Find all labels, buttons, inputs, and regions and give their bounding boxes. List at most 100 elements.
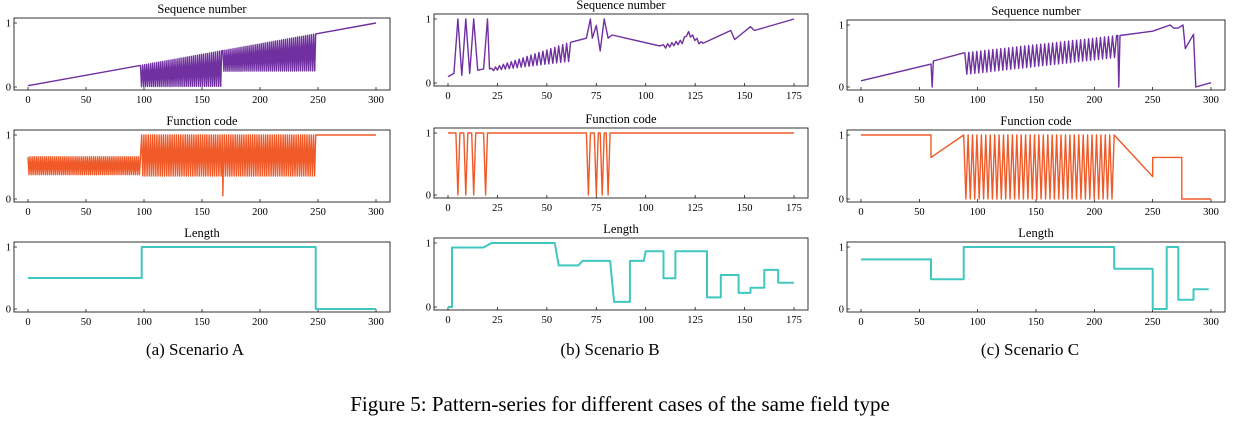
x-tick-label: 175 — [786, 315, 802, 326]
x-tick-label: 150 — [1028, 207, 1044, 218]
subplot-title: Sequence number — [991, 4, 1081, 18]
x-tick-label: 300 — [368, 95, 384, 106]
x-tick-label: 0 — [858, 95, 863, 106]
panel-c-function-code: Function code 0 50 100 150 200 250 300 0 1 — [839, 114, 1226, 218]
x-tick-label: 100 — [638, 203, 654, 214]
subplot-title: Function code — [166, 114, 238, 128]
y-tick-label: 1 — [6, 131, 11, 142]
subplot-title: Sequence number — [576, 0, 666, 12]
y-tick-label: 0 — [6, 195, 11, 206]
x-tick-label: 25 — [492, 315, 503, 326]
x-tick-label: 50 — [81, 95, 92, 106]
series-line-function — [861, 134, 1211, 200]
x-tick-label: 0 — [858, 317, 863, 328]
panel-b-length: Length 0 25 50 75 100 125 150 175 0 1 — [426, 222, 809, 326]
x-tick-label: 200 — [1086, 317, 1102, 328]
x-tick-label: 75 — [591, 203, 602, 214]
series-line-length — [861, 246, 1209, 310]
panel-a-function-code: Function code 0 50 100 150 200 250 300 0 1 — [6, 114, 391, 218]
subplot-title: Length — [184, 226, 220, 240]
subcaption-a: (a) Scenario A — [145, 340, 245, 359]
y-tick-label: 0 — [6, 83, 11, 94]
plot-frame — [433, 237, 809, 311]
subcaption-c: (c) Scenario C — [980, 340, 1080, 359]
x-tick-label: 150 — [737, 203, 753, 214]
x-tick-label: 50 — [914, 207, 925, 218]
series-line-function — [27, 134, 376, 197]
x-tick-label: 100 — [970, 317, 986, 328]
y-tick-label: 1 — [426, 239, 431, 250]
x-tick-label: 0 — [25, 95, 30, 106]
panel-a-sequence-number: Sequence number 0 50 100 150 200 250 300 0 1 — [6, 2, 391, 106]
x-tick-label: 125 — [687, 203, 703, 214]
x-tick-label: 150 — [194, 317, 210, 328]
x-tick-label: 200 — [1086, 95, 1102, 106]
x-tick-label: 50 — [914, 317, 925, 328]
series-line-sequence — [27, 22, 377, 88]
x-tick-label: 50 — [81, 207, 92, 218]
x-tick-label: 200 — [252, 317, 268, 328]
y-tick-label: 0 — [426, 303, 431, 314]
subcaption-b: (b) Scenario B — [560, 340, 660, 359]
x-tick-label: 175 — [786, 203, 802, 214]
x-tick-label: 150 — [194, 207, 210, 218]
x-tick-label: 300 — [1203, 317, 1219, 328]
plot-frame — [433, 13, 809, 87]
subplot-title: Length — [1018, 226, 1054, 240]
series-line-function — [448, 132, 794, 196]
figure-caption: Figure 5: Pattern-series for different c… — [350, 392, 890, 416]
x-tick-label: 250 — [310, 317, 326, 328]
x-tick-label: 25 — [492, 91, 503, 102]
x-tick-label: 125 — [687, 91, 703, 102]
x-tick-label: 100 — [136, 207, 152, 218]
x-tick-label: 175 — [786, 91, 802, 102]
subplot-title: Function code — [585, 112, 657, 126]
x-tick-label: 0 — [445, 91, 450, 102]
x-tick-label: 50 — [81, 317, 92, 328]
x-tick-label: 150 — [194, 95, 210, 106]
x-tick-label: 25 — [492, 203, 503, 214]
y-tick-label: 1 — [6, 19, 11, 30]
x-tick-label: 150 — [1028, 317, 1044, 328]
x-tick-label: 250 — [310, 95, 326, 106]
panel-c-length: Length 0 50 100 150 200 250 300 0 1 — [839, 226, 1226, 328]
x-tick-label: 150 — [1028, 95, 1044, 106]
x-tick-label: 125 — [687, 315, 703, 326]
x-tick-label: 250 — [1145, 95, 1161, 106]
subplot-title: Function code — [1000, 114, 1072, 128]
x-tick-label: 150 — [737, 315, 753, 326]
x-tick-label: 250 — [1145, 207, 1161, 218]
plot-frame — [846, 241, 1226, 313]
x-tick-label: 0 — [25, 317, 30, 328]
subplot-title: Length — [603, 222, 639, 236]
y-tick-label: 0 — [426, 79, 431, 90]
x-tick-label: 100 — [638, 91, 654, 102]
x-tick-label: 50 — [914, 95, 925, 106]
x-tick-label: 200 — [1086, 207, 1102, 218]
x-tick-label: 0 — [445, 203, 450, 214]
x-tick-label: 200 — [252, 207, 268, 218]
x-tick-label: 0 — [858, 207, 863, 218]
x-tick-label: 100 — [638, 315, 654, 326]
panel-c-sequence-number: Sequence number 0 50 100 150 200 250 300 0 1 — [839, 4, 1226, 106]
x-tick-label: 250 — [1145, 317, 1161, 328]
x-tick-label: 300 — [1203, 95, 1219, 106]
y-tick-label: 1 — [839, 21, 844, 32]
y-tick-label: 1 — [839, 243, 844, 254]
x-tick-label: 100 — [136, 317, 152, 328]
series-line-sequence — [447, 18, 795, 78]
x-tick-label: 100 — [970, 207, 986, 218]
x-tick-label: 0 — [25, 207, 30, 218]
x-tick-label: 75 — [591, 315, 602, 326]
x-tick-label: 300 — [368, 207, 384, 218]
y-tick-label: 1 — [839, 131, 844, 142]
series-line-sequence — [860, 24, 1212, 88]
y-tick-label: 1 — [426, 15, 431, 26]
x-tick-label: 300 — [1203, 207, 1219, 218]
y-tick-label: 1 — [6, 243, 11, 254]
x-tick-label: 50 — [542, 315, 553, 326]
subplot-title: Sequence number — [157, 2, 247, 16]
x-tick-label: 250 — [310, 207, 326, 218]
